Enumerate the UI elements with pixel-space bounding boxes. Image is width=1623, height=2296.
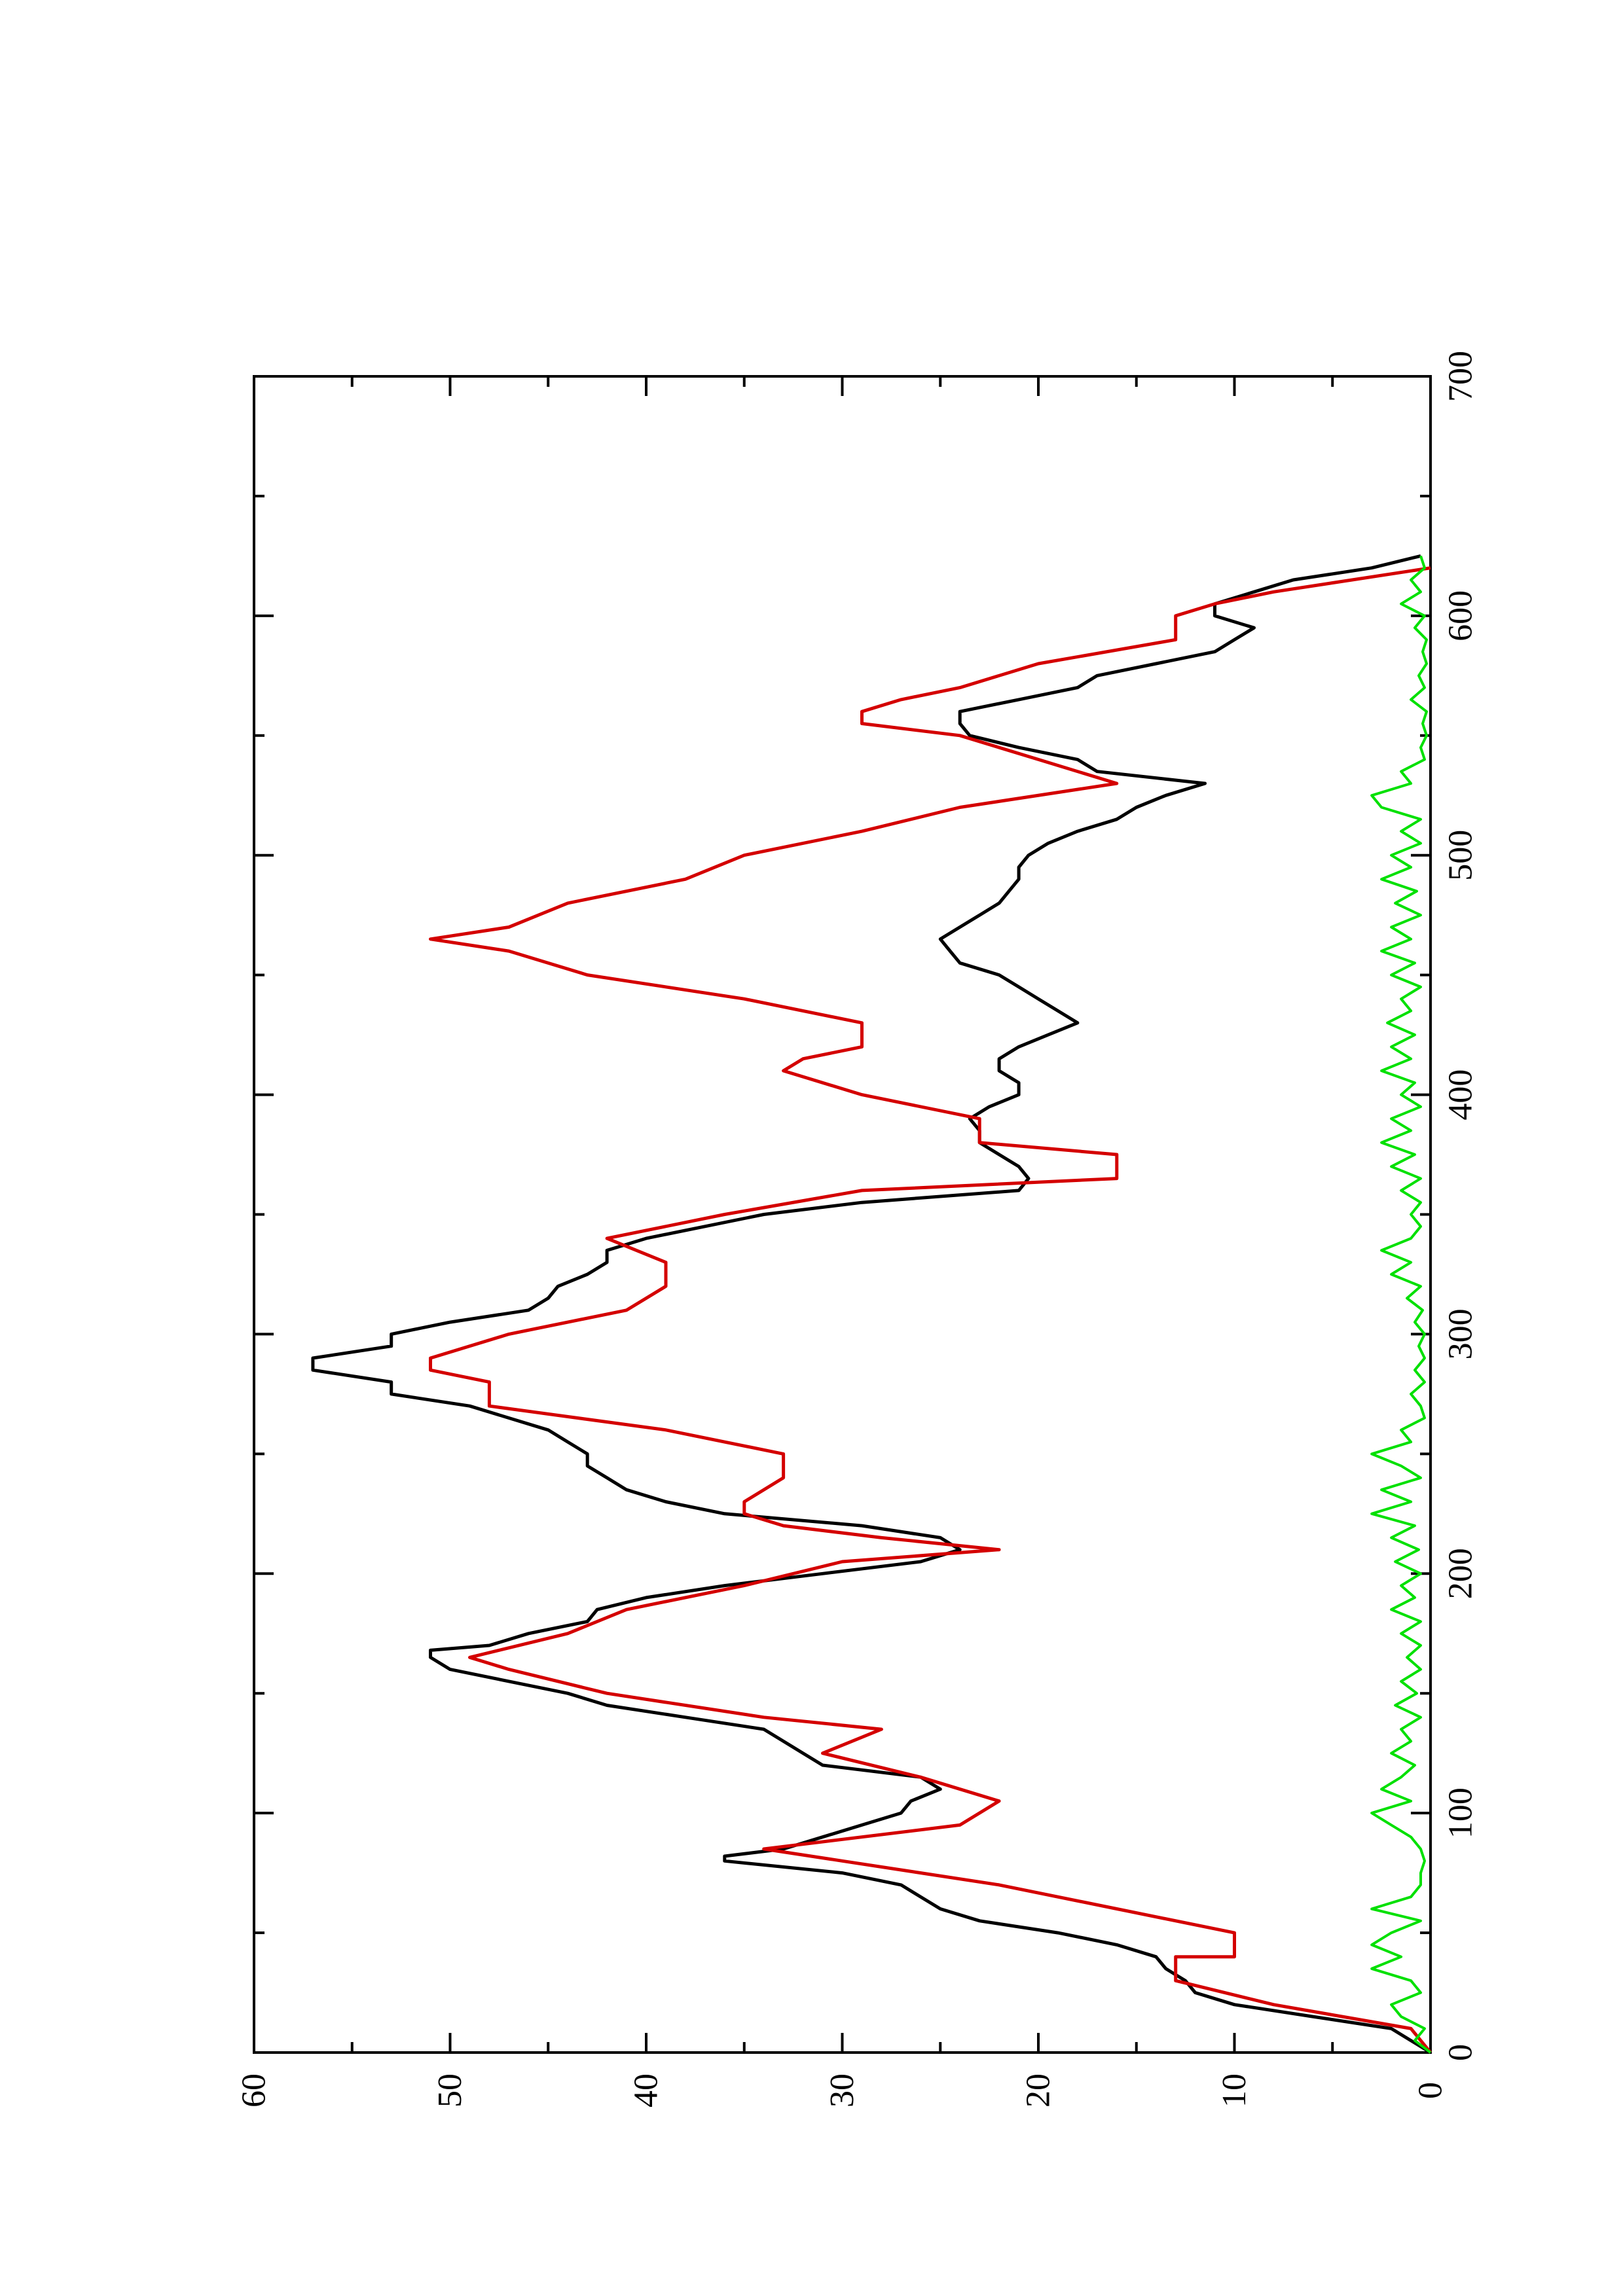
data-series [311,554,1432,2054]
x-tick-label: 400 [1442,1069,1480,1121]
y-tick-label: 10 [1216,2073,1253,2108]
x-tick-label: 300 [1442,1308,1480,1359]
x-tick-label: 500 [1442,830,1480,881]
y-tick-label: 0 [1412,2082,1450,2099]
series-line-3 [1370,555,1432,2054]
x-tick-label: 200 [1442,1548,1480,1599]
x-tick-label: 600 [1442,590,1480,641]
y-tick-label: 20 [1020,2073,1057,2108]
y-tick-label: 60 [236,2073,273,2108]
x-tick-label: 100 [1442,1787,1480,1839]
y-tick-label: 50 [431,2073,469,2108]
series-line-2 [429,566,1432,2054]
series-line-1 [311,554,1432,2054]
x-tick-label: 700 [1442,351,1480,402]
x-tick-label: 0 [1442,2044,1480,2061]
tick-labels: 0 100 200 300 400 500 600 700 0 10 20 30 40 50 60 [236,351,1480,2108]
y-tick-label: 30 [824,2073,861,2108]
y-tick-label: 40 [628,2073,665,2108]
axis-ticks [253,375,1432,2054]
